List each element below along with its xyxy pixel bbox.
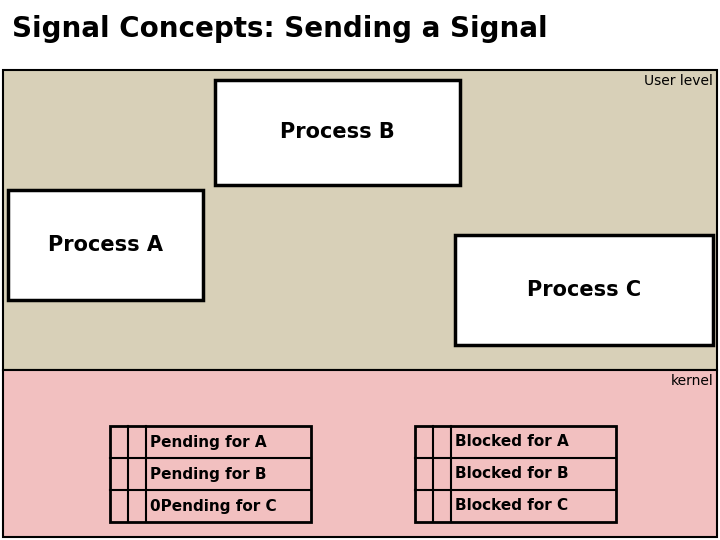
Text: Process A: Process A (48, 235, 163, 255)
Text: Pending for A: Pending for A (150, 435, 266, 449)
FancyBboxPatch shape (110, 426, 311, 522)
Text: kernel: kernel (670, 374, 713, 388)
Text: Blocked for C: Blocked for C (455, 498, 568, 514)
FancyBboxPatch shape (3, 370, 717, 537)
Text: User level: User level (644, 74, 713, 88)
Text: Signal Concepts: Sending a Signal: Signal Concepts: Sending a Signal (12, 15, 548, 43)
FancyBboxPatch shape (455, 235, 713, 345)
Text: Process B: Process B (280, 123, 395, 143)
Text: Blocked for B: Blocked for B (455, 467, 569, 482)
Text: Process C: Process C (527, 280, 641, 300)
FancyBboxPatch shape (215, 80, 460, 185)
Text: Pending for B: Pending for B (150, 467, 266, 482)
Text: 0Pending for C: 0Pending for C (150, 498, 276, 514)
FancyBboxPatch shape (3, 70, 717, 370)
FancyBboxPatch shape (8, 190, 203, 300)
Text: Blocked for A: Blocked for A (455, 435, 569, 449)
FancyBboxPatch shape (415, 426, 616, 522)
